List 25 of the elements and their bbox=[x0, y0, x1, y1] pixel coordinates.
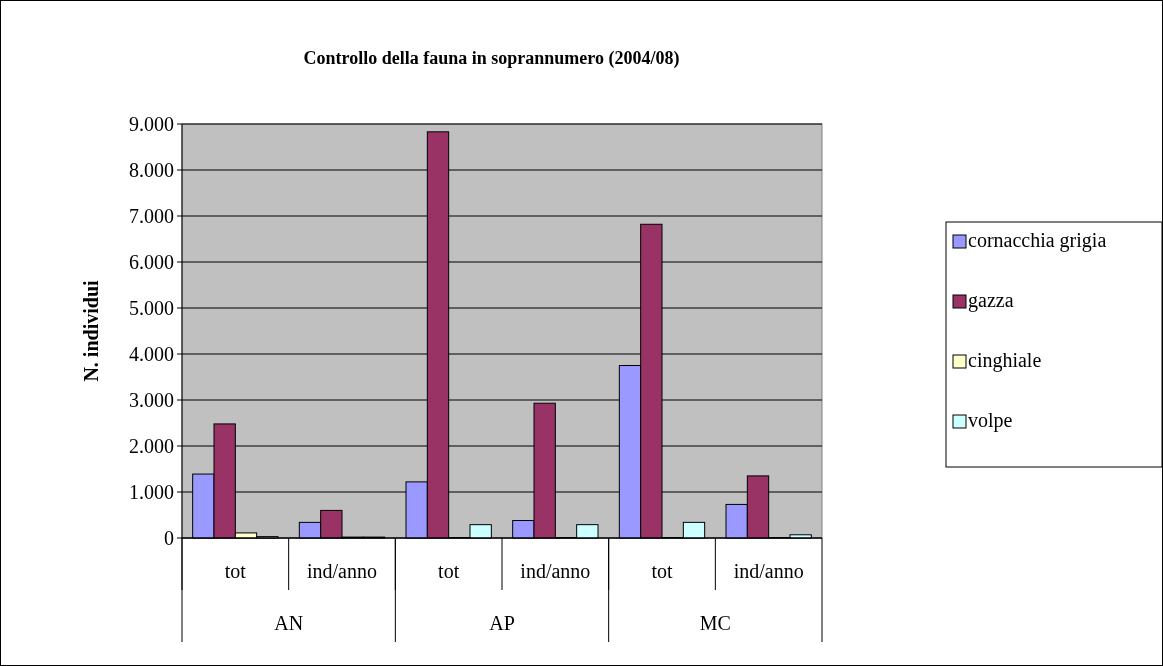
y-tick-label: 3.000 bbox=[129, 389, 174, 411]
y-tick-label: 1.000 bbox=[129, 481, 174, 503]
y-tick-label: 5.000 bbox=[129, 297, 174, 319]
x-tick-label: ind/anno bbox=[520, 560, 591, 582]
x-tick-label: tot bbox=[224, 560, 247, 582]
x-tick-label: tot bbox=[651, 560, 673, 582]
y-tick-label: 4.000 bbox=[129, 343, 174, 365]
y-tick-label: 2.000 bbox=[129, 435, 174, 457]
x-tick-label: tot bbox=[438, 560, 460, 582]
chart-title: Controllo della fauna in soprannumero (2004/08) bbox=[303, 48, 680, 69]
text: MC bbox=[699, 612, 731, 634]
x-tick-label: ind/anno bbox=[307, 560, 377, 582]
y-tick-label: 9.000 bbox=[129, 113, 174, 135]
text: AP bbox=[489, 612, 515, 634]
legend-label: volpe bbox=[968, 409, 1013, 432]
y-tick-label: 6.000 bbox=[129, 251, 174, 273]
y-tick-label: 7.000 bbox=[129, 205, 174, 227]
legend-label: gazza bbox=[968, 289, 1014, 312]
y-tick-label: 0 bbox=[164, 527, 174, 549]
legend-label: cornacchia grigia bbox=[968, 229, 1107, 252]
legend-label: cinghiale bbox=[968, 349, 1042, 372]
x-tick-label: ind/anno bbox=[733, 560, 804, 582]
y-axis-title: N. individui bbox=[80, 279, 102, 382]
y-tick-label: 8.000 bbox=[129, 159, 174, 181]
text: AN bbox=[274, 612, 304, 634]
